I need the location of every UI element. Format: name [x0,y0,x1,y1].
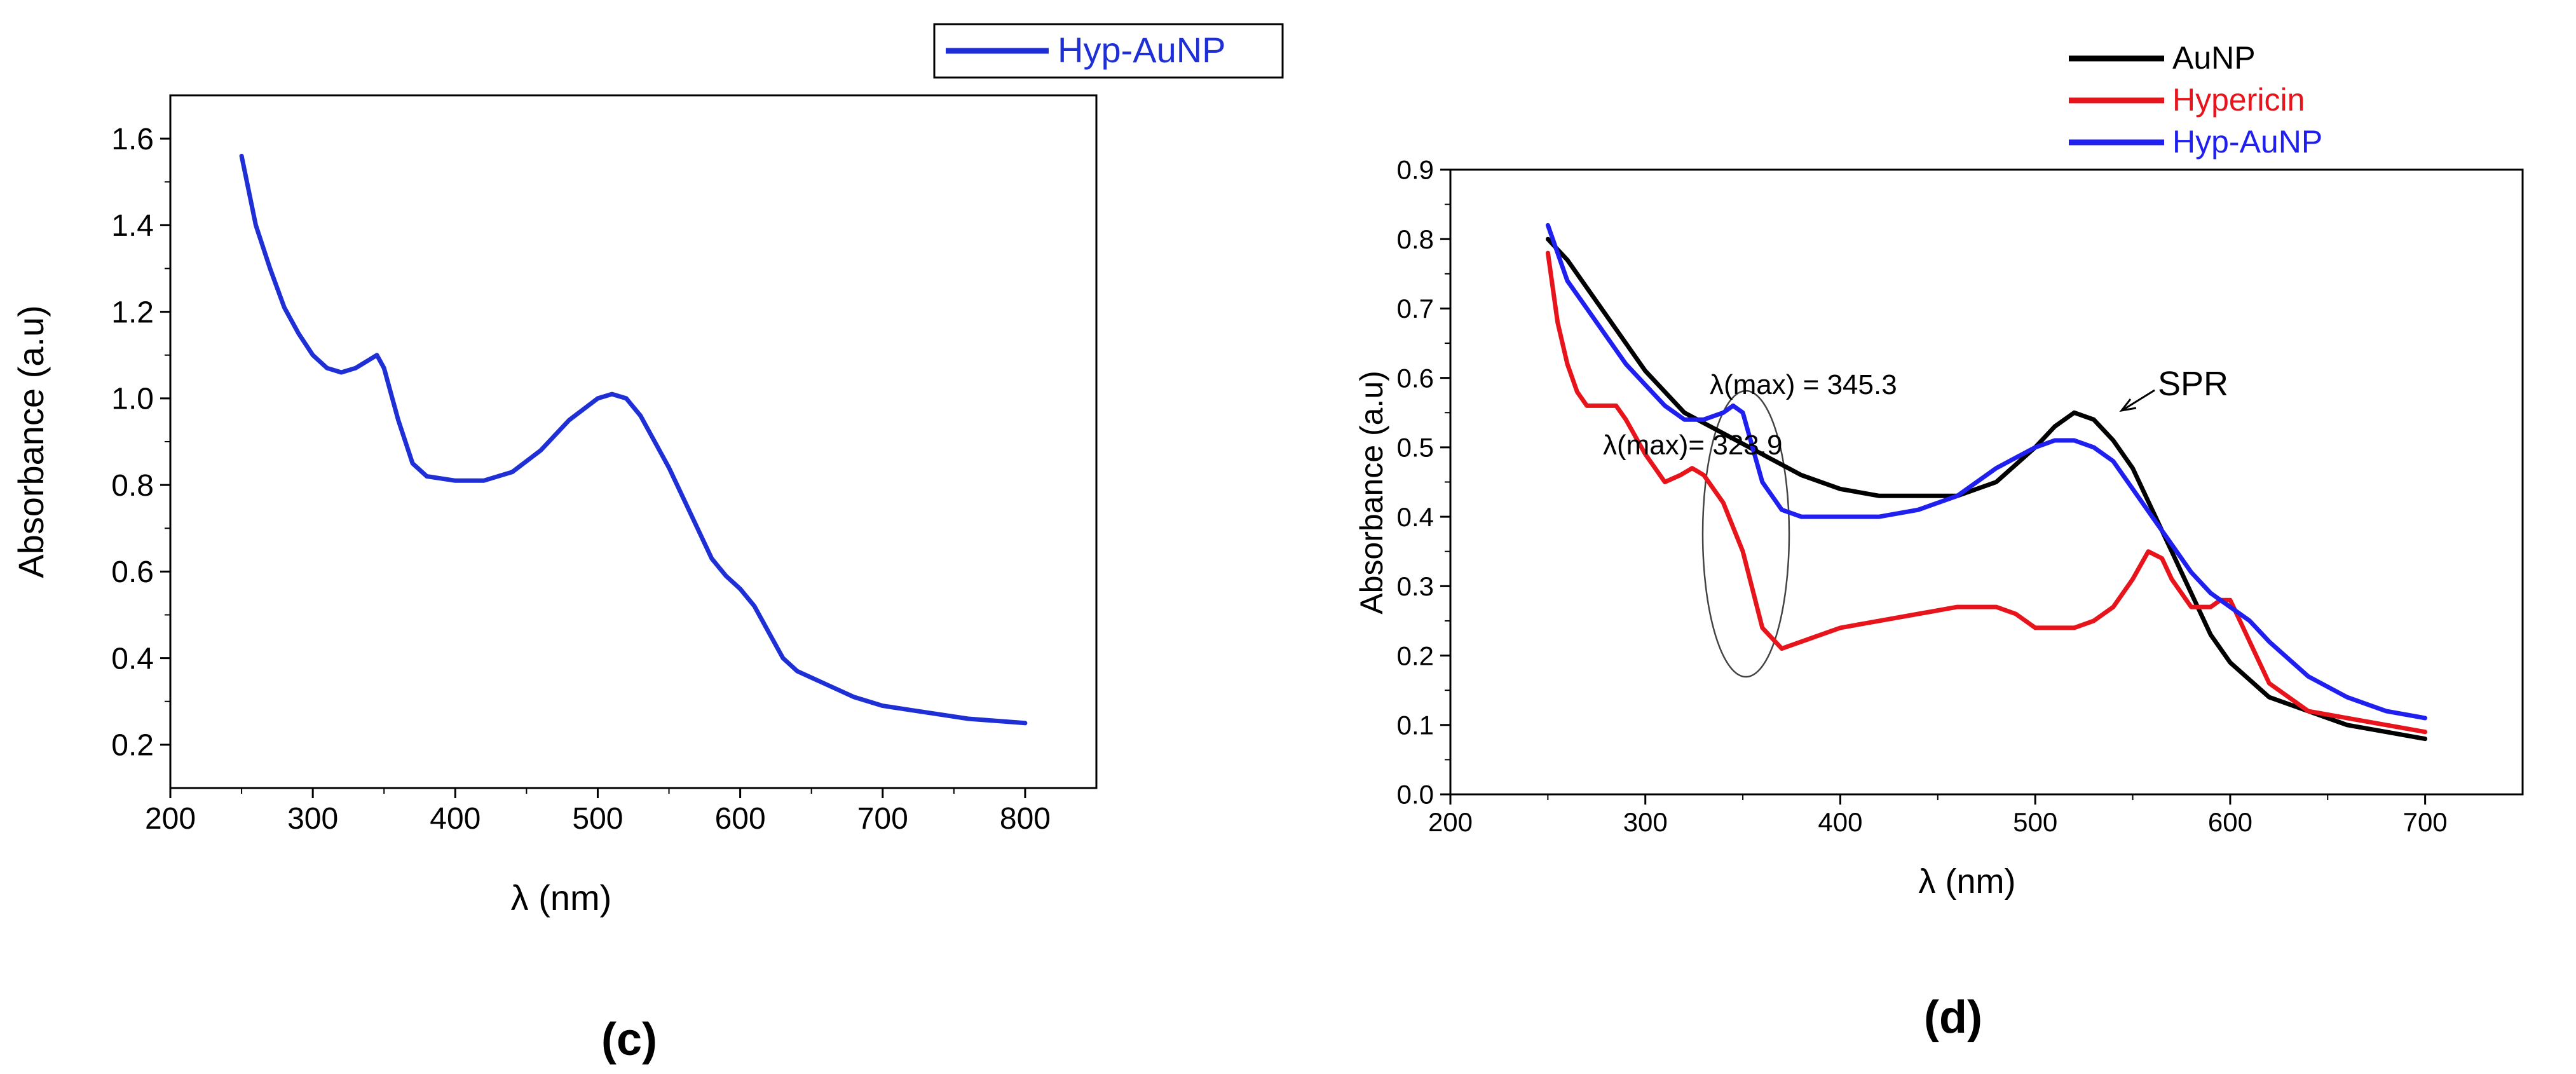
panel-c-y-tick-label: 0.2 [111,729,154,763]
panel-d-legend-label-aunp: AuNP [2172,40,2256,76]
panel-d-y-tick-label: 0.0 [1397,780,1434,810]
panel-c-y-axis-label: Absorbance (a.u) [11,305,51,578]
panel-d-legend-label-hypericin: Hypericin [2172,82,2305,118]
panel-d-x-tick-label: 700 [2403,807,2448,837]
panel-d-y-tick-label: 0.2 [1397,641,1434,670]
panel-c-y-tick-label: 1.4 [111,209,154,243]
panel-c-ticks: 200 300 400 500 600 700 800 0.2 0.4 0.6 0.8 1.0 1.2 1… [111,123,1051,836]
panel-c-legend-label-hyp-aunp: Hyp-AuNP [1058,30,1226,70]
panel-c-y-tick-label: 0.6 [111,555,154,589]
panel-c-x-tick-label: 700 [857,802,908,836]
panel-d-legend: AuNP Hypericin Hyp-AuNP [2069,40,2322,160]
panel-d-annotation-spr: SPR [2158,365,2228,403]
panel-d-x-tick-label: 600 [2208,807,2252,837]
panel-d-x-tick-label: 300 [1623,807,1668,837]
panel-d-y-tick-label: 0.9 [1397,155,1434,185]
panel-c-y-tick-label: 1.6 [111,123,154,156]
panel-d-y-tick-label: 0.6 [1397,363,1434,393]
panel-d-x-tick-label: 400 [1818,807,1862,837]
panel-d-chart: 200 300 400 500 600 700 0.0 0.1 0.2 0.3 0.4 0.5 0.6 0… [1354,40,2524,1043]
panel-c-x-tick-label: 800 [1000,802,1051,836]
panel-c-y-tick-label: 0.8 [111,469,154,503]
panel-d-y-tick-label: 0.7 [1397,294,1434,323]
panel-c-x-tick-label: 600 [715,802,766,836]
panel-c-x-tick-label: 400 [430,802,480,836]
panel-d-x-tick-label: 500 [2013,807,2057,837]
panel-d-series [1545,222,2428,742]
panel-d-legend-label-hyp-aunp: Hyp-AuNP [2172,124,2322,160]
panel-d-spr-arrowhead [2119,398,2137,412]
panel-c-x-tick-label: 300 [287,802,338,836]
panel-d-label: (d) [1924,992,1982,1043]
panel-d-spr-arrow [2122,389,2155,411]
panel-c-y-tick-label: 0.4 [111,642,154,676]
panel-c-x-tick-label: 500 [572,802,623,836]
panel-c-plot-frame [169,94,1098,789]
panel-c-y-tick-label: 1.0 [111,383,154,416]
panel-d-y-tick-label: 0.4 [1397,502,1434,532]
panel-d-y-tick-label: 0.8 [1397,224,1434,254]
panel-c-series [239,153,1028,726]
panel-c-series-hyp-aunp [239,153,1028,726]
panel-c-x-axis-label: λ (nm) [511,878,612,918]
panel-d-y-tick-label: 0.1 [1397,710,1434,740]
panel-d-x-axis-label: λ (nm) [1919,862,2016,901]
panel-c-y-tick-label: 1.2 [111,296,154,329]
panel-d-annotation-ellipse [1701,390,1790,678]
panel-d-series-hypericin [1545,250,2428,735]
panel-c-label: (c) [601,1014,657,1065]
panel-c-x-tick-label: 200 [145,802,196,836]
panel-d-y-tick-label: 0.5 [1397,433,1434,463]
panel-d-x-tick-label: 200 [1428,807,1473,837]
panel-d-y-tick-label: 0.3 [1397,571,1434,601]
panel-c-legend: Hyp-AuNP [933,23,1284,79]
panel-d-y-axis-label: Absorbance (a.u) [1354,370,1389,615]
panel-d-ticks: 200 300 400 500 600 700 0.0 0.1 0.2 0.3 0.4 0.5 0.6 0… [1397,155,2448,837]
panel-d-annotation-lambda-max-hyp-aunp: λ(max) = 345.3 [1710,369,1897,400]
panel-d-series-hyp-aunp [1545,222,2428,721]
panel-d-annotation-lambda-max-hypericin: λ(max)= 323.9 [1603,430,1782,461]
panel-c-chart: 200 300 400 500 600 700 800 0.2 0.4 0.6 0.8 1.0 1.2 1… [11,23,1284,1065]
